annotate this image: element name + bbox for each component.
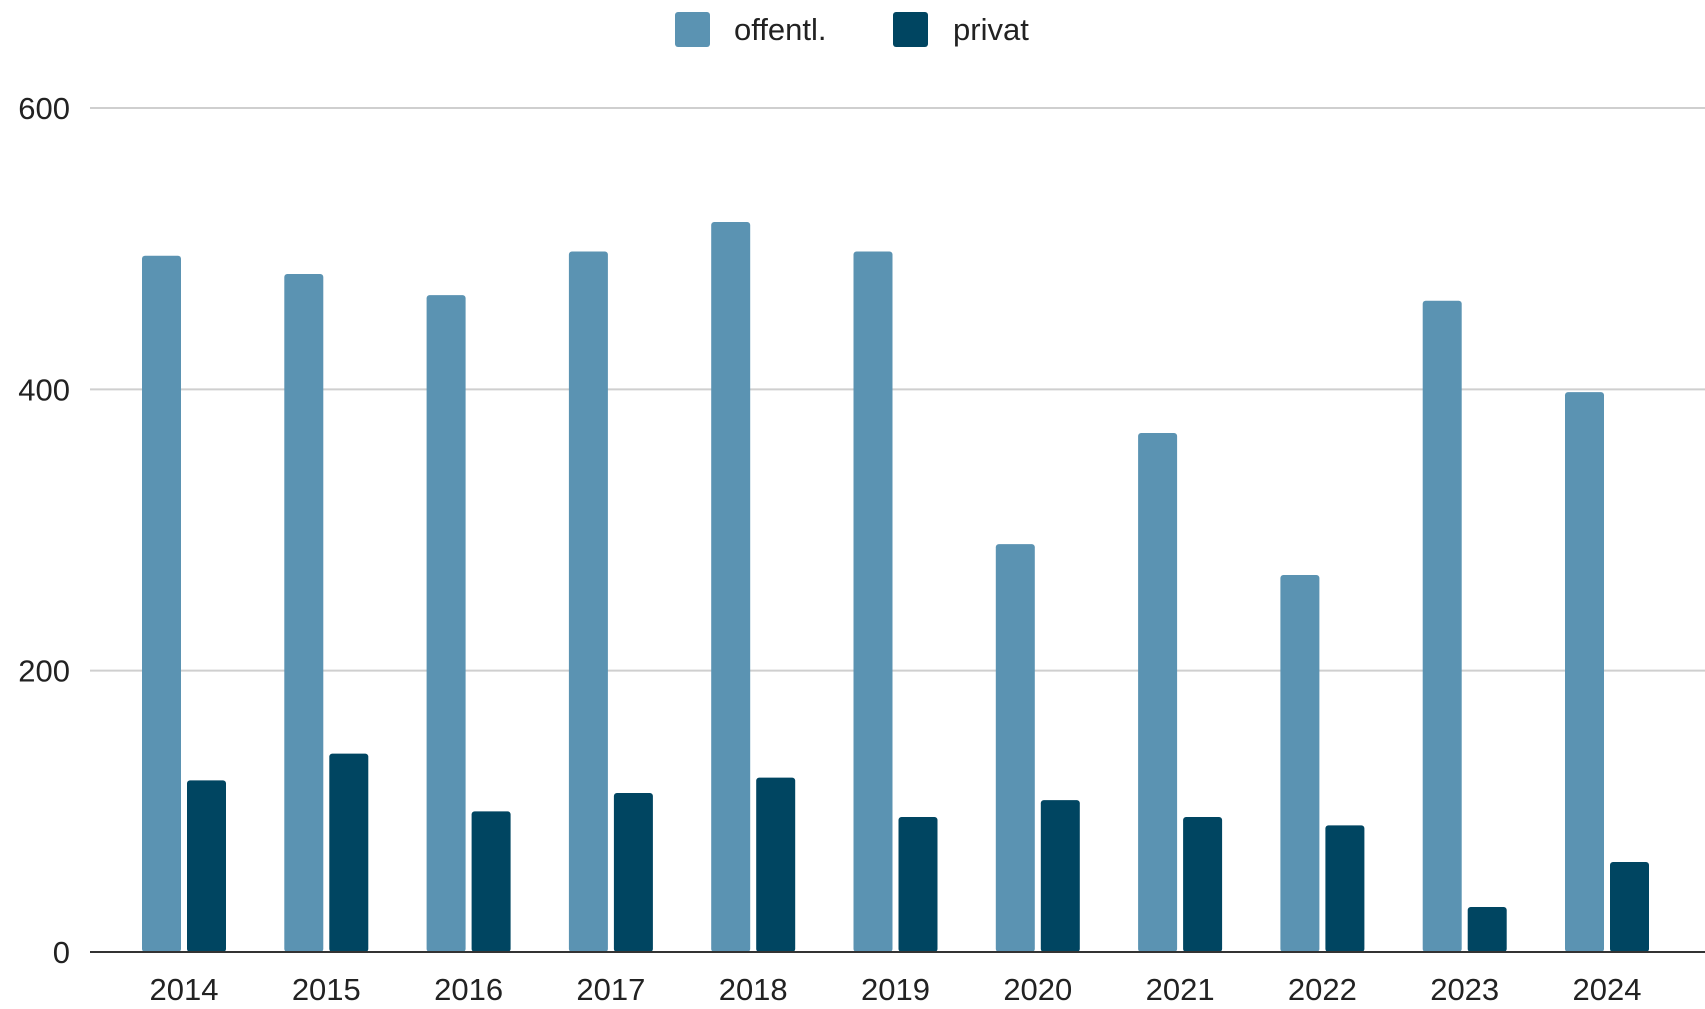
bar-offentl-2014 (142, 255, 181, 952)
x-tick-label-2017: 2017 (576, 972, 645, 1007)
y-tick-label: 600 (18, 91, 70, 126)
gridlines (90, 107, 1705, 672)
x-tick-label-2022: 2022 (1288, 972, 1357, 1007)
bar-offentl-2021 (1138, 432, 1178, 952)
bars (142, 221, 1649, 953)
bar-privat-2018 (756, 777, 796, 952)
x-tick-label-2018: 2018 (719, 972, 788, 1007)
x-tick-label-2023: 2023 (1430, 972, 1499, 1007)
legend-swatch-privat (893, 12, 928, 47)
x-tick-label-2016: 2016 (434, 972, 503, 1007)
x-tick-label-2021: 2021 (1146, 972, 1215, 1007)
bar-privat-2014 (187, 780, 226, 952)
bar-offentl-2016 (426, 295, 466, 952)
bar-privat-2020 (1040, 800, 1080, 952)
bar-privat-2024 (1610, 861, 1649, 952)
legend-label-offentl: offentl. (734, 12, 827, 47)
y-tick-label: 200 (18, 654, 70, 689)
bar-privat-2017 (613, 793, 653, 952)
bar-offentl-2019 (853, 251, 893, 953)
x-tick-label-2019: 2019 (861, 972, 930, 1007)
bar-privat-2015 (329, 753, 369, 952)
bar-offentl-2024 (1565, 392, 1604, 952)
legend: offentl. privat (675, 12, 1029, 47)
bar-offentl-2015 (284, 273, 324, 952)
bar-offentl-2017 (568, 251, 608, 953)
legend-label-privat: privat (953, 12, 1029, 47)
legend-swatch-offentl (675, 12, 710, 47)
x-axis-tick-labels: 2014 2015 2016 2017 2018 2019 2020 2021 2022 2023… (150, 972, 1642, 1007)
y-tick-label: 400 (18, 372, 70, 407)
bar-offentl-2018 (711, 221, 751, 952)
bar-offentl-2023 (1422, 300, 1462, 952)
y-axis-tick-labels: 0 200 400 600 (18, 91, 70, 970)
bar-privat-2019 (898, 816, 938, 952)
x-tick-label-2015: 2015 (292, 972, 361, 1007)
bar-offentl-2022 (1280, 575, 1320, 952)
y-tick-label: 0 (53, 935, 70, 970)
bar-privat-2022 (1325, 825, 1365, 952)
bar-offentl-2020 (995, 544, 1035, 952)
bar-privat-2021 (1183, 816, 1223, 952)
x-tick-label-2020: 2020 (1003, 972, 1072, 1007)
bar-privat-2023 (1467, 906, 1507, 952)
x-tick-label-2024: 2024 (1573, 972, 1642, 1007)
x-tick-label-2014: 2014 (150, 972, 219, 1007)
bar-privat-2016 (471, 811, 511, 952)
